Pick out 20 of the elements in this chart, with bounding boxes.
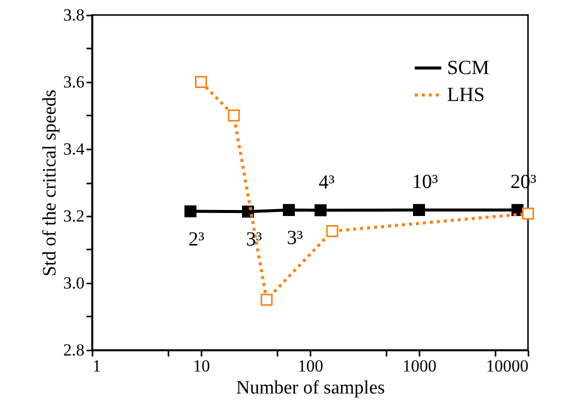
annotation: 10³ bbox=[412, 170, 438, 193]
x-tick-label: 1 bbox=[92, 356, 101, 376]
legend-label: SCM bbox=[447, 57, 490, 79]
annotation: 3³ bbox=[286, 226, 303, 249]
y-tick-label: 3.2 bbox=[63, 206, 84, 226]
x-axis-title: Number of samples bbox=[236, 378, 385, 398]
y-tick-label: 3.8 bbox=[63, 6, 84, 24]
x-tick-label: 1000 bbox=[402, 356, 436, 376]
y-tick-label: 3.4 bbox=[63, 140, 85, 158]
legend-label: LHS bbox=[447, 84, 485, 106]
annotation: 2³ bbox=[188, 228, 204, 250]
x-tick-label: 10 bbox=[193, 356, 210, 376]
x-tick-label: 100 bbox=[298, 356, 324, 376]
y-axis-title: Std of the critical speeds bbox=[39, 90, 60, 276]
annotation: 4³ bbox=[318, 171, 335, 194]
text: 3.0 bbox=[63, 274, 84, 292]
x-tick-label: 10000 bbox=[486, 356, 528, 376]
y-tick-label: 3.6 bbox=[63, 72, 84, 92]
y-tick-label: 2.8 bbox=[63, 340, 84, 360]
annotation: 3³ bbox=[246, 228, 262, 251]
